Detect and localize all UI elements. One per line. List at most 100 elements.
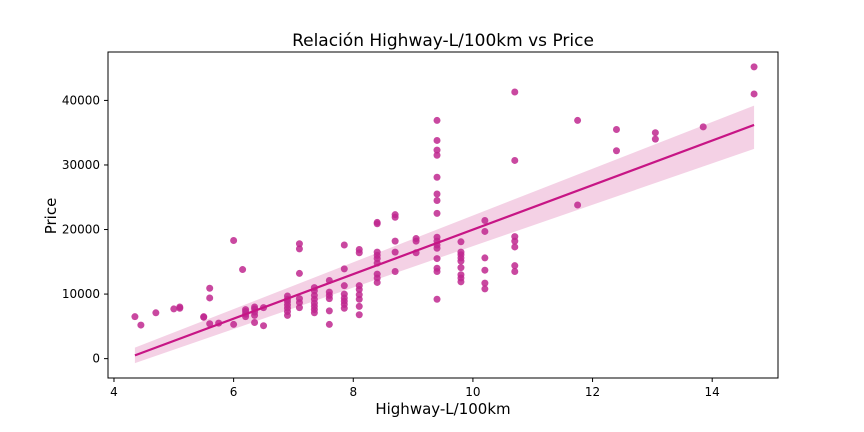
x-tick-label: 14: [705, 385, 720, 399]
data-point: [651, 135, 659, 143]
data-point: [433, 146, 441, 154]
data-point: [295, 304, 303, 312]
data-point: [340, 282, 348, 290]
data-point: [481, 285, 489, 293]
data-point: [574, 116, 582, 124]
data-point: [131, 313, 139, 321]
data-point: [355, 291, 363, 299]
data-point: [511, 233, 519, 241]
data-point: [433, 255, 441, 263]
data-point: [481, 266, 489, 274]
data-point: [206, 320, 214, 328]
data-point: [481, 279, 489, 287]
x-tick-label: 12: [585, 385, 600, 399]
data-point: [230, 320, 238, 328]
data-point: [433, 136, 441, 144]
data-point: [355, 311, 363, 319]
data-point: [295, 240, 303, 248]
x-axis-ticks: 4 6 8 10 12 14: [110, 378, 720, 399]
x-tick-label: 6: [230, 385, 238, 399]
confidence-band-layer: [134, 105, 755, 364]
data-point: [355, 302, 363, 310]
data-point: [373, 248, 381, 256]
data-point: [433, 295, 441, 303]
data-point: [325, 307, 333, 315]
confidence-band: [134, 105, 755, 364]
data-point: [295, 295, 303, 303]
data-point: [176, 303, 184, 311]
x-tick-label: 10: [465, 385, 480, 399]
y-axis-ticks: 0 10000 20000 30000 40000: [62, 93, 108, 366]
data-point: [511, 267, 519, 275]
data-point: [612, 147, 620, 155]
data-point: [433, 233, 441, 241]
data-point: [251, 303, 259, 311]
data-point: [325, 288, 333, 296]
data-point: [340, 290, 348, 298]
data-point: [481, 254, 489, 262]
data-point: [391, 248, 399, 256]
data-point: [295, 269, 303, 277]
data-point: [242, 306, 250, 314]
data-point: [481, 227, 489, 235]
data-point: [750, 63, 758, 71]
data-point: [511, 156, 519, 164]
data-point: [433, 116, 441, 124]
data-point: [457, 271, 465, 279]
data-point: [340, 265, 348, 273]
data-point: [230, 236, 238, 244]
y-tick-label: 10000: [62, 287, 100, 301]
x-tick-label: 8: [349, 385, 357, 399]
data-point: [457, 248, 465, 256]
y-tick-label: 20000: [62, 223, 100, 237]
y-tick-label: 30000: [62, 158, 100, 172]
data-point: [433, 173, 441, 181]
chart-title: Relación Highway-L/100km vs Price: [292, 31, 594, 51]
data-point: [206, 294, 214, 302]
data-point: [260, 322, 268, 330]
y-axis-label: Price: [42, 198, 60, 235]
data-point: [170, 305, 178, 313]
points-layer: [131, 63, 758, 330]
data-point: [433, 190, 441, 198]
data-point: [295, 245, 303, 253]
plot-frame: [107, 51, 779, 379]
y-tick-label: 0: [92, 352, 100, 366]
data-point: [137, 321, 145, 329]
data-point: [433, 151, 441, 159]
data-point: [251, 318, 259, 326]
data-point: [481, 216, 489, 224]
data-point: [433, 196, 441, 204]
data-point: [239, 266, 247, 274]
data-point: [457, 264, 465, 272]
x-axis-label: Highway-L/100km: [375, 400, 510, 418]
data-point: [651, 129, 659, 137]
data-point: [373, 270, 381, 278]
data-point: [340, 241, 348, 249]
data-point: [391, 237, 399, 245]
data-point: [511, 243, 519, 251]
data-point: [457, 238, 465, 246]
data-point: [325, 320, 333, 328]
data-point: [355, 246, 363, 254]
data-point: [355, 282, 363, 290]
data-point: [699, 123, 707, 131]
data-point: [574, 201, 582, 209]
data-point: [612, 125, 620, 133]
data-point: [433, 209, 441, 217]
data-point: [152, 309, 160, 317]
regression-line: [134, 123, 755, 357]
regression-line-layer: [134, 123, 755, 357]
data-point: [433, 264, 441, 272]
y-tick-label: 40000: [62, 93, 100, 107]
data-point: [206, 284, 214, 292]
data-point: [511, 262, 519, 270]
data-point: [373, 218, 381, 226]
data-point: [200, 313, 208, 321]
data-point: [412, 235, 420, 243]
data-point: [391, 211, 399, 219]
data-point: [750, 90, 758, 98]
data-point: [511, 88, 519, 96]
